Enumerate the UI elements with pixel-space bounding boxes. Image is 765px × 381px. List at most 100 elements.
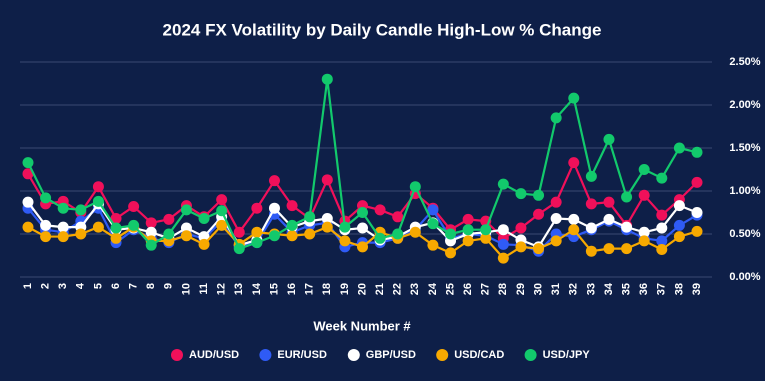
point [585, 198, 597, 210]
point [198, 213, 210, 225]
x-tick-label: 8 [145, 283, 157, 289]
point [40, 231, 52, 243]
point [656, 243, 668, 255]
y-tick-label: 2.00% [729, 99, 760, 111]
x-tick-label: 16 [286, 283, 298, 295]
y-tick-label: 1.00% [729, 185, 760, 197]
point [638, 235, 650, 247]
legend-marker [259, 349, 272, 361]
point [673, 231, 685, 243]
point [22, 168, 34, 180]
point [75, 228, 87, 240]
point [268, 230, 280, 242]
point [268, 175, 280, 187]
x-tick-label: 7 [128, 283, 140, 289]
x-tick-label: 27 [480, 283, 492, 295]
point [128, 200, 140, 212]
point [321, 221, 333, 233]
point [128, 219, 140, 231]
point [585, 245, 597, 257]
point [216, 205, 228, 217]
legend-marker [347, 349, 360, 361]
point [40, 192, 52, 204]
chart-title: 2024 FX Volatility by Daily Candle High-… [163, 20, 602, 39]
point [233, 243, 245, 255]
x-tick-label: 26 [462, 283, 474, 295]
point [550, 213, 562, 225]
point [180, 222, 192, 234]
point [304, 228, 316, 240]
x-tick-label: 36 [638, 283, 650, 295]
x-tick-label: 25 [444, 283, 456, 295]
point [357, 207, 368, 218]
point [533, 189, 545, 201]
point [497, 224, 509, 236]
point [533, 208, 545, 220]
point [321, 174, 333, 186]
point [427, 204, 439, 216]
legend-label: USD/JPY [543, 349, 591, 361]
point [691, 225, 703, 237]
point [110, 213, 122, 225]
point [638, 164, 650, 175]
point [57, 221, 69, 233]
point [163, 228, 175, 240]
point [22, 221, 34, 233]
point [603, 196, 615, 208]
point [180, 204, 192, 216]
legend-item: EUR/USD [259, 349, 327, 361]
x-axis-title: Week Number # [313, 318, 411, 333]
point [57, 231, 69, 243]
point [691, 207, 703, 218]
legend-label: EUR/USD [277, 349, 327, 361]
x-tick-label: 5 [92, 283, 104, 289]
point [691, 146, 703, 158]
point [22, 196, 34, 208]
point [110, 232, 122, 244]
point [409, 181, 421, 193]
point [656, 235, 668, 247]
point [568, 157, 580, 169]
y-tick-label: 1.50% [729, 142, 760, 154]
x-tick-label: 32 [568, 283, 580, 295]
x-tick-label: 38 [673, 283, 685, 295]
point [216, 194, 228, 206]
point [585, 222, 597, 234]
x-tick-label: 22 [392, 283, 404, 295]
x-tick-label: 19 [339, 283, 351, 295]
point [374, 232, 386, 244]
point [286, 219, 298, 231]
point [251, 226, 263, 238]
point [462, 235, 474, 247]
point [321, 73, 333, 85]
legend-item: GBP/USD [347, 349, 416, 361]
x-tick-label: 37 [656, 283, 668, 295]
point [357, 241, 368, 253]
point [216, 219, 228, 231]
x-tick-label: 11 [198, 283, 210, 295]
point [568, 224, 580, 236]
point [533, 243, 545, 255]
point [462, 213, 474, 225]
point [515, 241, 527, 253]
x-tick-label: 9 [163, 283, 175, 289]
point [110, 222, 122, 234]
point [638, 189, 650, 201]
point [339, 235, 351, 247]
x-tick-label: 4 [75, 282, 87, 289]
point [550, 112, 562, 124]
point [621, 243, 633, 255]
x-tick-label: 12 [216, 283, 228, 295]
x-tick-label: 14 [251, 282, 263, 295]
legend-marker [171, 349, 183, 361]
x-tick-label: 34 [603, 282, 615, 295]
point [497, 178, 509, 190]
point [621, 221, 633, 233]
legend-marker [436, 349, 449, 361]
point [445, 228, 457, 240]
series [22, 73, 703, 255]
point [145, 226, 157, 238]
point [233, 226, 245, 238]
